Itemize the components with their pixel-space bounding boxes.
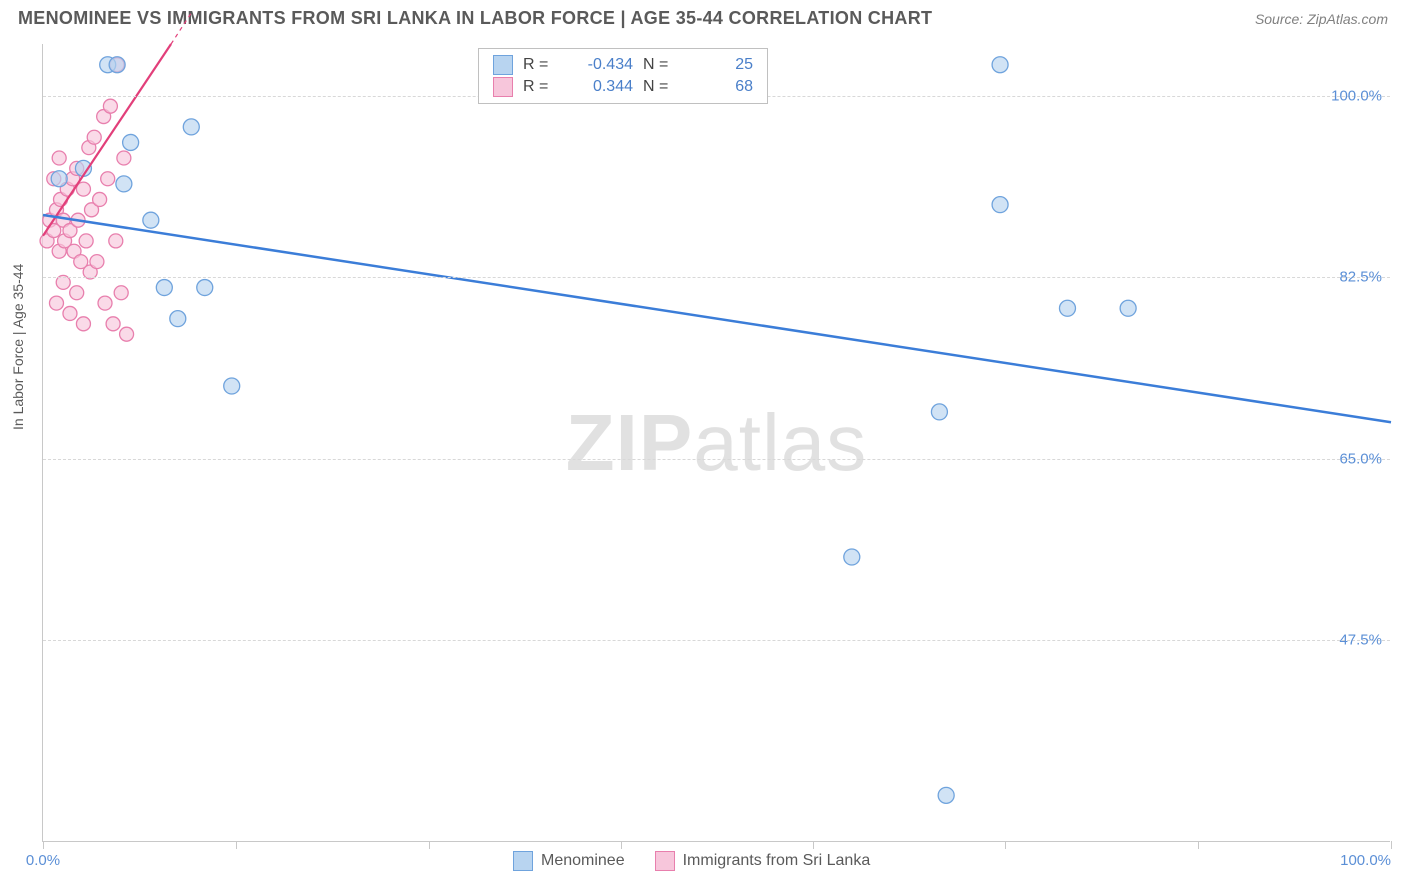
data-point (76, 317, 90, 331)
data-point (1120, 300, 1136, 316)
source-attribution: Source: ZipAtlas.com (1255, 11, 1388, 27)
legend-row: R = 0.344 N = 68 (493, 77, 753, 97)
legend-n-label: N = (643, 56, 673, 74)
legend-r-value: 0.344 (563, 78, 633, 96)
gridline (43, 459, 1390, 460)
data-point (79, 234, 93, 248)
data-point (123, 134, 139, 150)
data-point (117, 151, 131, 165)
data-point (931, 404, 947, 420)
y-tick-label: 65.0% (1339, 450, 1382, 467)
legend-r-label: R = (523, 56, 553, 74)
legend-n-value: 68 (683, 78, 753, 96)
data-point (90, 255, 104, 269)
legend-item: Menominee (513, 851, 625, 871)
legend-swatch (493, 77, 513, 97)
legend-label: Menominee (541, 852, 625, 870)
data-point (51, 171, 67, 187)
data-point (103, 99, 117, 113)
legend-r-label: R = (523, 78, 553, 96)
x-tick (621, 841, 622, 849)
x-tick (236, 841, 237, 849)
data-point (63, 306, 77, 320)
correlation-legend: R = -0.434 N = 25 R = 0.344 N = 68 (478, 48, 768, 104)
regression-line (43, 215, 1391, 422)
data-point (106, 317, 120, 331)
data-point (844, 549, 860, 565)
data-point (93, 192, 107, 206)
data-point (114, 286, 128, 300)
data-point (87, 130, 101, 144)
data-point (992, 57, 1008, 73)
data-point (1059, 300, 1075, 316)
data-point (156, 280, 172, 296)
x-tick (43, 841, 44, 849)
legend-r-value: -0.434 (563, 56, 633, 74)
legend-item: Immigrants from Sri Lanka (655, 851, 871, 871)
legend-n-label: N = (643, 78, 673, 96)
x-tick-label: 100.0% (1340, 852, 1391, 869)
legend-label: Immigrants from Sri Lanka (683, 852, 871, 870)
series-legend: Menominee Immigrants from Sri Lanka (513, 851, 870, 871)
data-point (101, 172, 115, 186)
legend-swatch (655, 851, 675, 871)
data-point (52, 151, 66, 165)
gridline (43, 640, 1390, 641)
x-tick-label: 0.0% (26, 852, 60, 869)
data-point (938, 787, 954, 803)
data-point (109, 234, 123, 248)
data-point (109, 57, 125, 73)
legend-row: R = -0.434 N = 25 (493, 55, 753, 75)
x-tick (1005, 841, 1006, 849)
x-tick (1198, 841, 1199, 849)
chart-title: MENOMINEE VS IMMIGRANTS FROM SRI LANKA I… (18, 8, 932, 29)
data-point (170, 311, 186, 327)
gridline (43, 277, 1390, 278)
x-tick (429, 841, 430, 849)
data-point (143, 212, 159, 228)
legend-n-value: 25 (683, 56, 753, 74)
data-point (224, 378, 240, 394)
legend-swatch (493, 55, 513, 75)
data-point (992, 197, 1008, 213)
data-point (70, 286, 84, 300)
data-point (120, 327, 134, 341)
data-point (183, 119, 199, 135)
x-tick (1391, 841, 1392, 849)
scatter-plot (43, 44, 1390, 841)
data-point (116, 176, 132, 192)
chart-area: ZIPatlas 47.5%65.0%82.5%100.0%0.0%100.0%… (42, 44, 1390, 842)
y-tick-label: 82.5% (1339, 269, 1382, 286)
y-tick-label: 47.5% (1339, 631, 1382, 648)
x-tick (813, 841, 814, 849)
y-axis-label: In Labor Force | Age 35-44 (10, 264, 26, 430)
data-point (197, 280, 213, 296)
data-point (49, 296, 63, 310)
y-tick-label: 100.0% (1331, 87, 1382, 104)
data-point (98, 296, 112, 310)
legend-swatch (513, 851, 533, 871)
